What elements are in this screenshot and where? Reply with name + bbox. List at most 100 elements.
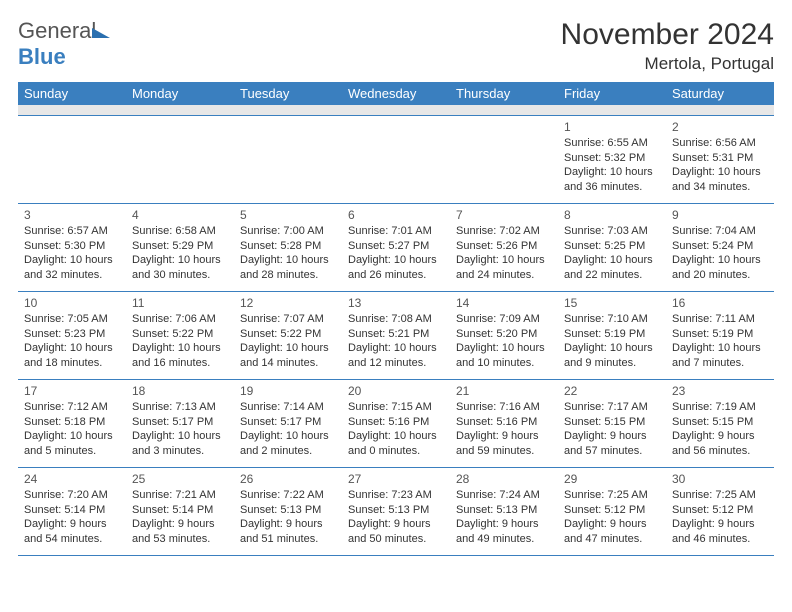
calendar-table: Sunday Monday Tuesday Wednesday Thursday… (18, 82, 774, 556)
calendar-day-cell: 17Sunrise: 7:12 AMSunset: 5:18 PMDayligh… (18, 379, 126, 467)
calendar-day-cell: 25Sunrise: 7:21 AMSunset: 5:14 PMDayligh… (126, 467, 234, 555)
sunset-text: Sunset: 5:32 PM (564, 151, 660, 166)
sunrise-text: Sunrise: 7:06 AM (132, 312, 228, 327)
day-number: 18 (132, 383, 228, 399)
sunrise-text: Sunrise: 6:55 AM (564, 136, 660, 151)
calendar-day-cell (234, 115, 342, 203)
sunset-text: Sunset: 5:20 PM (456, 327, 552, 342)
sunset-text: Sunset: 5:17 PM (132, 415, 228, 430)
daylight-text: Daylight: 10 hours and 36 minutes. (564, 165, 660, 195)
sunset-text: Sunset: 5:15 PM (672, 415, 768, 430)
sunrise-text: Sunrise: 6:57 AM (24, 224, 120, 239)
logo-text-blue: Blue (18, 44, 66, 69)
calendar-week-row: 24Sunrise: 7:20 AMSunset: 5:14 PMDayligh… (18, 467, 774, 555)
logo: General Blue (18, 18, 110, 70)
calendar-day-cell: 13Sunrise: 7:08 AMSunset: 5:21 PMDayligh… (342, 291, 450, 379)
sunrise-text: Sunrise: 7:25 AM (564, 488, 660, 503)
calendar-day-cell: 9Sunrise: 7:04 AMSunset: 5:24 PMDaylight… (666, 203, 774, 291)
daylight-text: Daylight: 9 hours and 54 minutes. (24, 517, 120, 547)
day-number: 12 (240, 295, 336, 311)
weekday-wed: Wednesday (342, 82, 450, 105)
day-number: 29 (564, 471, 660, 487)
sunset-text: Sunset: 5:19 PM (672, 327, 768, 342)
calendar-day-cell: 8Sunrise: 7:03 AMSunset: 5:25 PMDaylight… (558, 203, 666, 291)
daylight-text: Daylight: 9 hours and 51 minutes. (240, 517, 336, 547)
sunrise-text: Sunrise: 7:13 AM (132, 400, 228, 415)
daylight-text: Daylight: 9 hours and 59 minutes. (456, 429, 552, 459)
daylight-text: Daylight: 10 hours and 2 minutes. (240, 429, 336, 459)
daylight-text: Daylight: 10 hours and 16 minutes. (132, 341, 228, 371)
day-number: 5 (240, 207, 336, 223)
calendar-day-cell: 22Sunrise: 7:17 AMSunset: 5:15 PMDayligh… (558, 379, 666, 467)
sunset-text: Sunset: 5:14 PM (132, 503, 228, 518)
sunrise-text: Sunrise: 7:23 AM (348, 488, 444, 503)
weekday-sat: Saturday (666, 82, 774, 105)
spacer-row (18, 105, 774, 115)
daylight-text: Daylight: 10 hours and 34 minutes. (672, 165, 768, 195)
day-number: 14 (456, 295, 552, 311)
weekday-sun: Sunday (18, 82, 126, 105)
daylight-text: Daylight: 10 hours and 24 minutes. (456, 253, 552, 283)
daylight-text: Daylight: 10 hours and 5 minutes. (24, 429, 120, 459)
calendar-day-cell (450, 115, 558, 203)
calendar-day-cell: 11Sunrise: 7:06 AMSunset: 5:22 PMDayligh… (126, 291, 234, 379)
sunrise-text: Sunrise: 6:58 AM (132, 224, 228, 239)
calendar-day-cell: 19Sunrise: 7:14 AMSunset: 5:17 PMDayligh… (234, 379, 342, 467)
day-number: 3 (24, 207, 120, 223)
day-number: 7 (456, 207, 552, 223)
calendar-day-cell: 7Sunrise: 7:02 AMSunset: 5:26 PMDaylight… (450, 203, 558, 291)
calendar-day-cell (126, 115, 234, 203)
calendar-day-cell: 6Sunrise: 7:01 AMSunset: 5:27 PMDaylight… (342, 203, 450, 291)
sunset-text: Sunset: 5:30 PM (24, 239, 120, 254)
sunrise-text: Sunrise: 7:16 AM (456, 400, 552, 415)
sunrise-text: Sunrise: 7:15 AM (348, 400, 444, 415)
calendar-day-cell: 30Sunrise: 7:25 AMSunset: 5:12 PMDayligh… (666, 467, 774, 555)
calendar-day-cell: 14Sunrise: 7:09 AMSunset: 5:20 PMDayligh… (450, 291, 558, 379)
calendar-day-cell: 27Sunrise: 7:23 AMSunset: 5:13 PMDayligh… (342, 467, 450, 555)
sunset-text: Sunset: 5:14 PM (24, 503, 120, 518)
daylight-text: Daylight: 10 hours and 22 minutes. (564, 253, 660, 283)
calendar-week-row: 10Sunrise: 7:05 AMSunset: 5:23 PMDayligh… (18, 291, 774, 379)
sunset-text: Sunset: 5:13 PM (348, 503, 444, 518)
sunset-text: Sunset: 5:15 PM (564, 415, 660, 430)
calendar-day-cell (18, 115, 126, 203)
sunset-text: Sunset: 5:23 PM (24, 327, 120, 342)
day-number: 28 (456, 471, 552, 487)
sunrise-text: Sunrise: 7:04 AM (672, 224, 768, 239)
day-number: 30 (672, 471, 768, 487)
sunset-text: Sunset: 5:19 PM (564, 327, 660, 342)
daylight-text: Daylight: 10 hours and 14 minutes. (240, 341, 336, 371)
calendar-day-cell: 5Sunrise: 7:00 AMSunset: 5:28 PMDaylight… (234, 203, 342, 291)
calendar-day-cell: 12Sunrise: 7:07 AMSunset: 5:22 PMDayligh… (234, 291, 342, 379)
day-number: 22 (564, 383, 660, 399)
sunset-text: Sunset: 5:13 PM (456, 503, 552, 518)
sunset-text: Sunset: 5:16 PM (348, 415, 444, 430)
day-number: 6 (348, 207, 444, 223)
sunset-text: Sunset: 5:22 PM (132, 327, 228, 342)
day-number: 27 (348, 471, 444, 487)
month-title: November 2024 (561, 18, 774, 52)
weekday-mon: Monday (126, 82, 234, 105)
sunset-text: Sunset: 5:26 PM (456, 239, 552, 254)
calendar-day-cell: 23Sunrise: 7:19 AMSunset: 5:15 PMDayligh… (666, 379, 774, 467)
calendar-day-cell: 20Sunrise: 7:15 AMSunset: 5:16 PMDayligh… (342, 379, 450, 467)
daylight-text: Daylight: 9 hours and 50 minutes. (348, 517, 444, 547)
sunrise-text: Sunrise: 7:10 AM (564, 312, 660, 327)
daylight-text: Daylight: 10 hours and 7 minutes. (672, 341, 768, 371)
sunset-text: Sunset: 5:21 PM (348, 327, 444, 342)
calendar-day-cell: 29Sunrise: 7:25 AMSunset: 5:12 PMDayligh… (558, 467, 666, 555)
sunset-text: Sunset: 5:16 PM (456, 415, 552, 430)
sunrise-text: Sunrise: 7:22 AM (240, 488, 336, 503)
sunrise-text: Sunrise: 7:21 AM (132, 488, 228, 503)
sunset-text: Sunset: 5:29 PM (132, 239, 228, 254)
day-number: 21 (456, 383, 552, 399)
day-number: 25 (132, 471, 228, 487)
sunrise-text: Sunrise: 7:24 AM (456, 488, 552, 503)
daylight-text: Daylight: 10 hours and 28 minutes. (240, 253, 336, 283)
day-number: 24 (24, 471, 120, 487)
daylight-text: Daylight: 10 hours and 32 minutes. (24, 253, 120, 283)
daylight-text: Daylight: 10 hours and 3 minutes. (132, 429, 228, 459)
location-label: Mertola, Portugal (561, 54, 774, 74)
daylight-text: Daylight: 10 hours and 12 minutes. (348, 341, 444, 371)
day-number: 17 (24, 383, 120, 399)
